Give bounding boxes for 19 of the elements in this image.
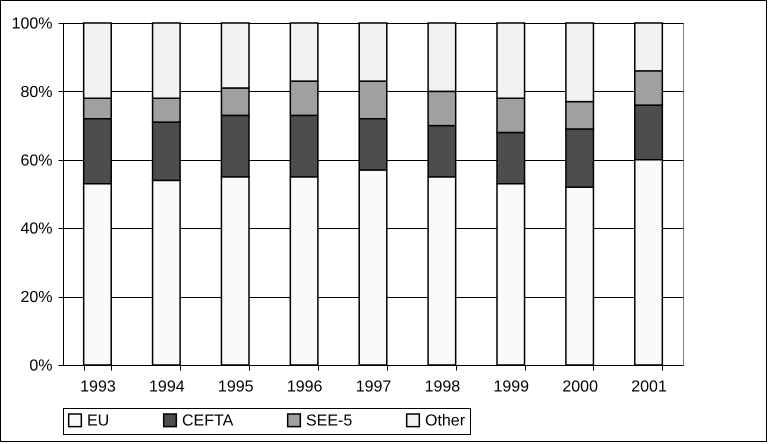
x-tick-label: 1993: [80, 378, 116, 396]
x-tick-label: 1996: [286, 378, 323, 396]
x-tick-label: 1994: [149, 378, 185, 396]
y-tick-label: 100%: [12, 16, 52, 32]
x-tick-label: 1997: [356, 378, 392, 396]
y-tick-label: 80%: [20, 84, 52, 101]
x-tick-label: 2000: [562, 378, 598, 396]
legend-label: Other: [425, 412, 466, 430]
y-tick-label: 40%: [20, 220, 52, 238]
legend-label: SEE-5: [306, 412, 352, 430]
x-tick-label: 1999: [493, 378, 530, 396]
x-tick-label: 1998: [424, 378, 460, 396]
y-tick-label: 0%: [29, 358, 52, 374]
y-tick-label: 60%: [20, 152, 52, 170]
legend-label: CEFTA: [182, 412, 234, 430]
x-tick-label: 2001: [631, 378, 667, 396]
y-tick-label: 20%: [20, 289, 52, 306]
legend-label: EU: [87, 412, 110, 430]
x-tick-label: 1995: [218, 378, 254, 396]
